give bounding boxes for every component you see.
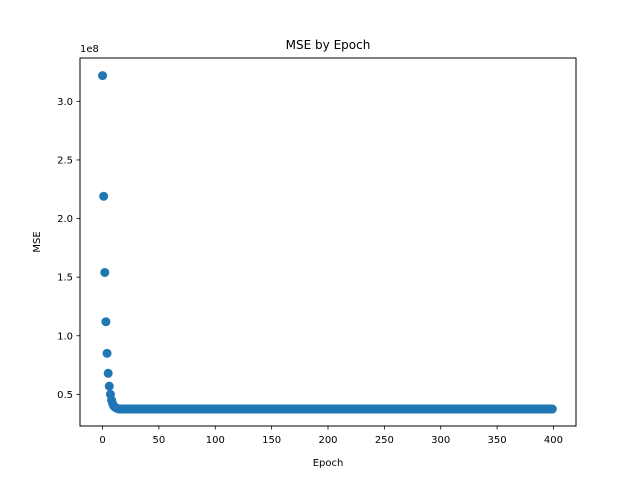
x-tick-label: 150: [262, 435, 281, 446]
x-tick-label: 0: [99, 435, 105, 446]
x-tick-label: 100: [206, 435, 225, 446]
data-point: [103, 368, 113, 378]
chart-title: MSE by Epoch: [286, 38, 371, 52]
y-tick-label: 2.5: [57, 155, 73, 166]
x-tick-label: 350: [488, 435, 507, 446]
x-axis-label: Epoch: [313, 458, 344, 469]
data-point: [547, 404, 557, 414]
data-point: [102, 348, 112, 358]
data-point: [98, 71, 108, 81]
x-tick-label: 300: [431, 435, 450, 446]
data-points: [98, 71, 557, 414]
y-tick-label: 2.0: [57, 214, 73, 225]
data-point: [99, 191, 109, 201]
y-tick-label: 3.0: [57, 97, 73, 108]
x-axis-ticks: 0 50 100 150 200 250 300 350 400: [99, 426, 563, 446]
x-tick-label: 250: [375, 435, 394, 446]
data-point: [100, 267, 110, 277]
y-tick-label: 1.5: [57, 273, 73, 284]
y-axis-offset-text: 1e8: [80, 44, 99, 55]
data-point: [104, 381, 114, 391]
y-axis-label: MSE: [32, 231, 43, 252]
y-axis-ticks: 0.5 1.0 1.5 2.0 2.5 3.0: [57, 97, 80, 401]
data-point: [101, 317, 111, 327]
y-tick-label: 1.0: [57, 331, 73, 342]
y-tick-label: 0.5: [57, 390, 73, 401]
x-tick-label: 400: [544, 435, 563, 446]
x-tick-label: 200: [318, 435, 337, 446]
x-tick-label: 50: [153, 435, 166, 446]
